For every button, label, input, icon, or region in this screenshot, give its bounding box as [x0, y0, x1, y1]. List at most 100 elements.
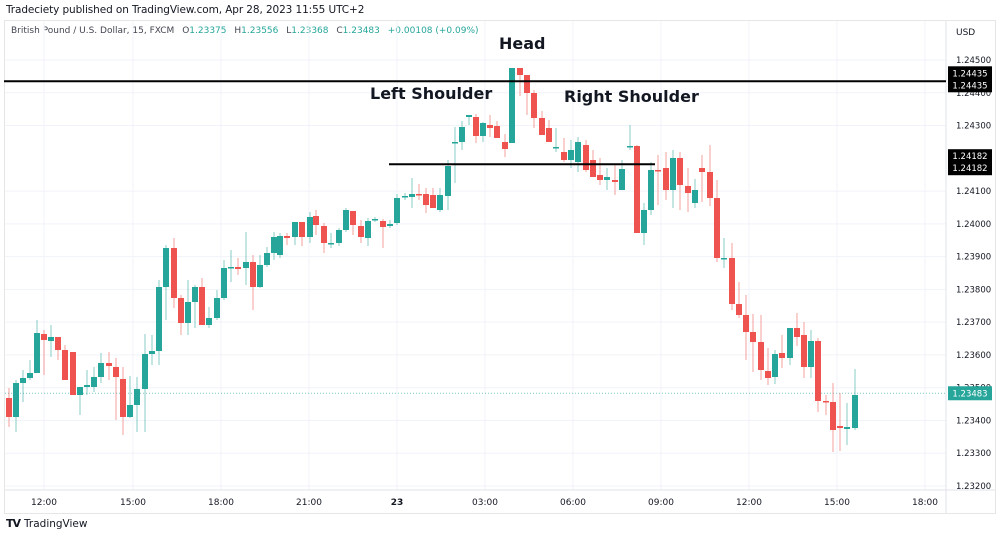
bullish-candle — [772, 354, 778, 377]
price-tick: 1.23200 — [956, 482, 991, 492]
bullish-candle — [328, 243, 334, 245]
time-tick: 15:00 — [120, 498, 146, 508]
low-value: 1.23368 — [291, 26, 329, 36]
chart-frame — [4, 20, 996, 514]
bearish-candle — [423, 194, 429, 205]
bearish-candle — [823, 401, 829, 403]
bearish-candle — [113, 367, 119, 377]
bearish-candle — [106, 363, 112, 366]
price-tick: 1.23900 — [956, 253, 991, 263]
bullish-candle — [575, 142, 581, 162]
price-axis[interactable]: USD 1.24500 1.24400 1.24300 1.24100 1.24000 1.… — [956, 28, 991, 492]
price-tick: 1.24300 — [956, 122, 991, 132]
bearish-candle — [736, 304, 742, 315]
bullish-candle — [787, 328, 793, 358]
bullish-candle — [127, 405, 133, 417]
bullish-candle — [480, 123, 486, 136]
svg-text:1.24182: 1.24182 — [952, 152, 987, 162]
bullish-candle — [48, 337, 54, 341]
time-tick: 18:00 — [912, 498, 938, 508]
bullish-candle — [387, 224, 393, 226]
bearish-candle — [70, 352, 76, 395]
bullish-candle — [402, 196, 408, 198]
bearish-candle — [765, 371, 771, 378]
bullish-candle — [844, 427, 850, 429]
publisher-caption: Tradeciety published on TradingView.com,… — [6, 4, 365, 16]
open-value: 1.23375 — [189, 26, 227, 36]
change-value: +0.00108 (+0.09%) — [387, 26, 479, 36]
bearish-candle — [313, 216, 319, 225]
bearish-candle — [502, 142, 508, 149]
bullish-candle — [568, 150, 574, 160]
bearish-candle — [430, 195, 436, 208]
svg-text:1.23483: 1.23483 — [952, 389, 987, 399]
bearish-candle — [743, 315, 749, 332]
bullish-candle — [185, 302, 191, 323]
bearish-candle — [494, 126, 500, 138]
bearish-candle — [473, 117, 479, 136]
price-tick: 1.23300 — [956, 449, 991, 459]
open-label: O — [182, 26, 190, 36]
bearish-candle — [178, 298, 184, 323]
bullish-candle — [343, 210, 349, 230]
bullish-candle — [206, 318, 212, 325]
tradingview-brand[interactable]: TV TradingView — [6, 517, 87, 530]
currency-label: USD — [956, 28, 975, 38]
bearish-candle — [62, 350, 68, 380]
bearish-candle — [6, 398, 12, 417]
time-tick: 12:00 — [31, 498, 57, 508]
bullish-candle — [292, 222, 298, 237]
bullish-candle — [142, 354, 148, 389]
bearish-candle — [707, 172, 713, 198]
bullish-candle — [437, 195, 443, 210]
brand-name: TradingView — [24, 517, 88, 530]
high-value: 1.23556 — [241, 26, 279, 36]
annotation-right-shoulder: Right Shoulder — [564, 87, 699, 106]
bearish-candle — [380, 221, 386, 227]
bullish-candle — [808, 341, 814, 367]
bullish-candle — [277, 236, 283, 255]
low-label: L — [286, 26, 292, 36]
bearish-candle — [758, 342, 764, 370]
bearish-candle — [583, 145, 589, 170]
bullish-candle — [409, 194, 415, 197]
bearish-candle — [41, 334, 47, 340]
price-tick: 1.23800 — [956, 285, 991, 295]
bullish-candle — [670, 158, 676, 190]
bullish-candle — [604, 177, 610, 180]
bearish-candle — [358, 226, 364, 237]
bullish-candle — [192, 287, 198, 302]
bullish-candle — [466, 115, 472, 117]
bullish-candle — [307, 217, 313, 237]
symbol-name: British Pound / U.S. Dollar, 15, FXCM — [11, 26, 175, 36]
time-tick: 06:00 — [560, 498, 586, 508]
bullish-candle — [619, 169, 625, 190]
bullish-candle — [372, 219, 378, 221]
bearish-candle — [55, 337, 61, 350]
bearish-candle — [171, 248, 177, 298]
bearish-candle — [546, 128, 552, 142]
bullish-candle — [553, 147, 559, 149]
time-tick: 18:00 — [208, 498, 234, 508]
bearish-candle — [794, 328, 800, 337]
bullish-candle — [692, 190, 698, 203]
bearish-candle — [685, 186, 691, 193]
bullish-candle — [134, 389, 140, 405]
bearish-candle — [634, 146, 640, 233]
bullish-candle — [394, 198, 400, 223]
bullish-candle — [91, 377, 97, 387]
bullish-candle — [257, 265, 263, 287]
bearish-candle — [663, 168, 669, 190]
price-tick: 1.23700 — [956, 318, 991, 328]
bullish-candle — [243, 262, 249, 268]
time-axis[interactable]: 12:00 15:00 18:00 21:00 23 03:00 06:00 09:00 12:… — [31, 498, 938, 508]
close-label: C — [336, 26, 343, 36]
time-tick: 09:00 — [648, 498, 674, 508]
bullish-candle — [98, 363, 104, 377]
bearish-candle — [801, 335, 807, 367]
bullish-candle — [641, 210, 647, 233]
bullish-candle — [221, 268, 227, 298]
bearish-candle — [517, 68, 523, 75]
bullish-candle — [852, 395, 858, 428]
